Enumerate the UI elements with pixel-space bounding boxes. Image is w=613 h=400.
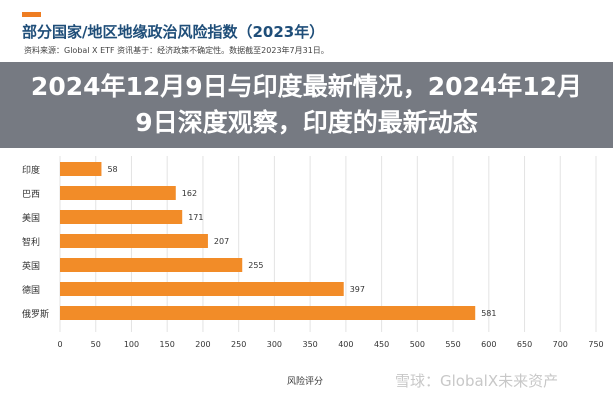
bar (60, 186, 176, 200)
y-category-label: 英国 (22, 260, 40, 272)
y-category-label: 德国 (22, 284, 40, 296)
bar (60, 258, 243, 272)
x-tick-label: 650 (517, 340, 532, 349)
y-category-label: 俄罗斯 (22, 308, 49, 320)
watermark: 雪球：GlobalX未来资产 (395, 372, 559, 390)
x-tick-label: 450 (374, 340, 389, 349)
data-label: 397 (350, 285, 365, 294)
x-tick-label: 400 (338, 340, 353, 349)
data-label: 207 (214, 237, 229, 246)
y-category-label: 巴西 (22, 189, 40, 200)
x-tick-label: 350 (302, 340, 317, 349)
x-tick-label: 200 (195, 340, 210, 349)
x-tick-label: 700 (553, 340, 568, 349)
chart-source: 资料来源：Global X ETF 资讯基于：经济政策不确定性。数据截至2023… (24, 46, 329, 55)
y-category-label: 智利 (22, 236, 40, 248)
x-axis-label: 风险评分 (287, 375, 323, 387)
x-tick-label: 0 (57, 340, 62, 349)
data-label: 58 (107, 165, 117, 174)
chart-title: 部分国家/地区地缘政治风险指数（2023年） (22, 23, 325, 41)
data-label: 162 (182, 189, 197, 198)
x-tick-label: 600 (481, 340, 496, 349)
x-tick-label: 50 (91, 340, 101, 349)
bar (60, 306, 476, 320)
data-label: 171 (188, 213, 203, 222)
bar (60, 210, 183, 224)
headline-text: 2024年12月9日与印度最新情况，2024年12月9日深度观察，印度的最新动态 (30, 72, 583, 137)
bar (60, 234, 208, 248)
x-tick-label: 750 (588, 340, 603, 349)
y-category-label: 印度 (22, 164, 40, 176)
x-tick-label: 550 (445, 340, 460, 349)
x-tick-label: 100 (124, 340, 139, 349)
x-tick-label: 150 (160, 340, 175, 349)
bar (60, 162, 102, 176)
data-label: 255 (248, 261, 263, 270)
headline-overlay: 2024年12月9日与印度最新情况，2024年12月9日深度观察，印度的最新动态 (0, 62, 613, 148)
x-tick-label: 250 (231, 340, 246, 349)
y-category-label: 美国 (22, 212, 40, 224)
x-tick-label: 500 (410, 340, 425, 349)
bar (60, 282, 344, 296)
x-tick-label: 300 (267, 340, 282, 349)
data-label: 581 (481, 309, 496, 318)
title-accent-bar (22, 12, 41, 17)
